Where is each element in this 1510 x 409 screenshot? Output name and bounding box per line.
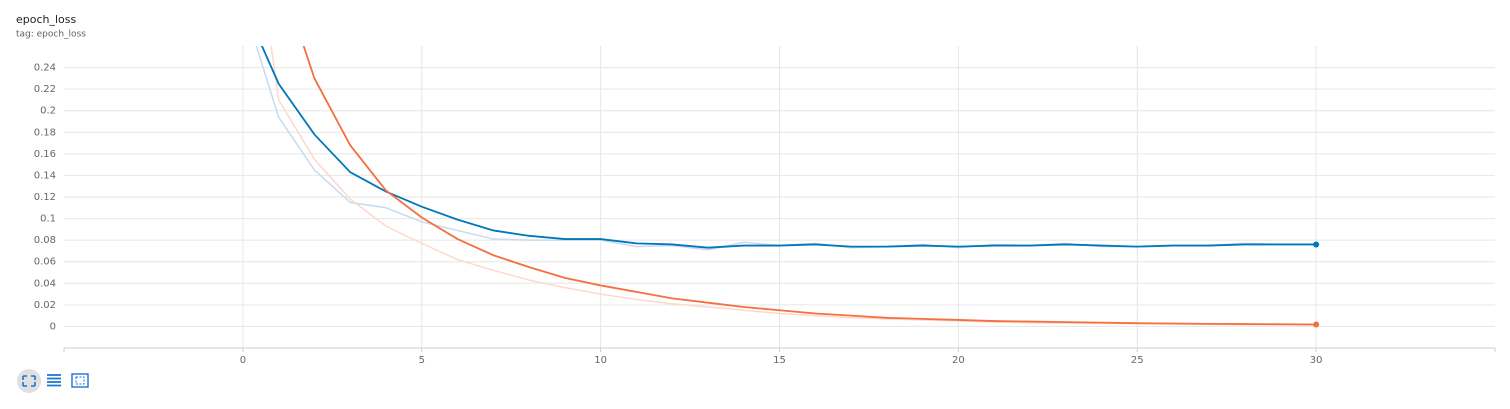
y-tick-label: 0.22 <box>34 84 56 95</box>
y-tick-label: 0.24 <box>34 63 56 74</box>
y-tick-label: 0.06 <box>34 257 56 268</box>
end-point <box>1313 321 1320 328</box>
x-tick-label: 0 <box>240 355 246 366</box>
end-point <box>1313 241 1320 248</box>
series-line <box>302 46 1317 326</box>
fit-button[interactable] <box>17 369 41 393</box>
y-tick-label: 0.18 <box>34 127 56 138</box>
y-tick-label: 0.2 <box>40 106 56 117</box>
series-line <box>260 46 1317 249</box>
x-tick-label: 25 <box>1131 355 1144 366</box>
y-tick-label: 0.1 <box>40 214 56 225</box>
y-tick-label: 0.04 <box>34 278 56 289</box>
x-tick-label: 20 <box>952 355 965 366</box>
x-tick-label: 15 <box>773 355 786 366</box>
y-tick-label: 0.14 <box>34 170 56 181</box>
y-tick-label: 0.02 <box>34 300 56 311</box>
log-button[interactable] <box>47 374 61 387</box>
y-tick-label: 0 <box>50 321 56 332</box>
chart-subtitle: tag: epoch_loss <box>16 30 86 40</box>
fit-icon <box>22 375 36 387</box>
plot-area <box>255 46 1320 328</box>
select-icon <box>75 376 85 385</box>
y-tick-label: 0.08 <box>34 235 56 246</box>
chart-title: epoch_loss <box>16 13 77 26</box>
x-tick-label: 5 <box>419 355 425 366</box>
toolbar <box>17 369 89 393</box>
y-tick-label: 0.16 <box>34 149 56 160</box>
x-tick-label: 10 <box>594 355 607 366</box>
select-button[interactable] <box>71 373 89 388</box>
x-tick-label: 30 <box>1310 355 1323 366</box>
y-tick-label: 0.12 <box>34 192 56 203</box>
